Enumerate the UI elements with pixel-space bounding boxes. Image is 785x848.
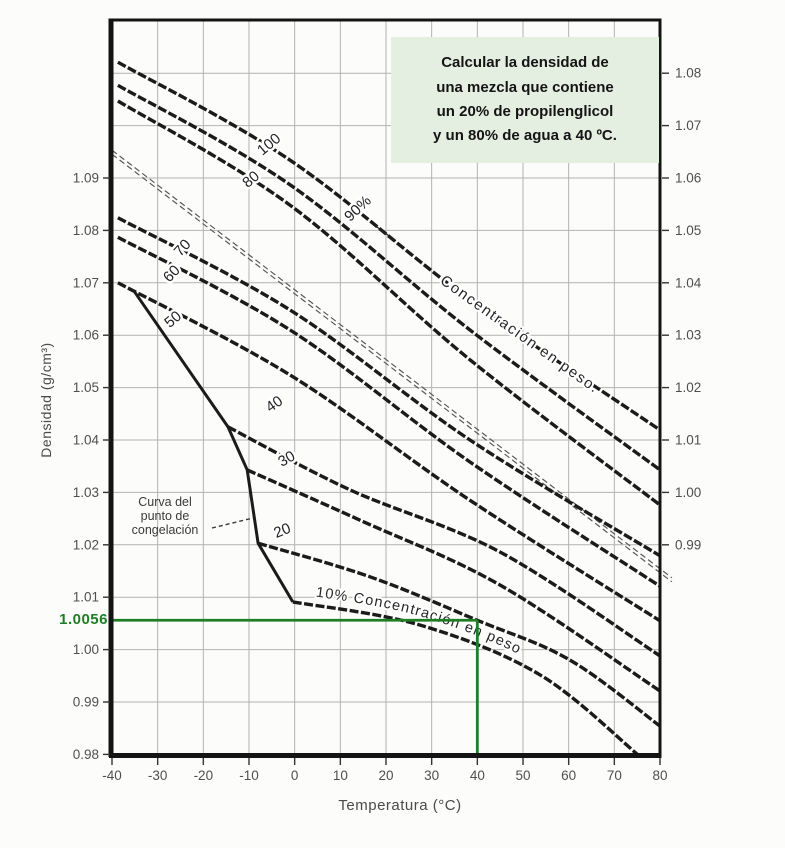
label-concentration-en-peso: Concentración en peso. (437, 272, 603, 397)
left-tick-label: 1.01 (73, 590, 99, 605)
concentration-curves (117, 60, 662, 757)
right-tick-label: 1.03 (675, 328, 701, 343)
left-tick-label: 0.99 (73, 695, 99, 710)
right-tick-label: 1.06 (675, 171, 701, 186)
solution-trace-lines (112, 618, 479, 753)
left-tick-label: 1.03 (73, 485, 99, 500)
left-tick-label: 0.98 (73, 747, 99, 762)
left-tick-label: 1.00 (73, 642, 99, 657)
freezing-caption-line: Curva del (138, 495, 192, 509)
curve-label-90: 90% (341, 192, 375, 225)
curve-label-40: 40 (263, 393, 286, 416)
problem-line-4: y un 80% de agua a 40 ºC. (433, 127, 617, 145)
bottom-tick-label: 50 (515, 768, 530, 783)
axis-ticks-and-labels: 1.09 1.08 1.07 1.06 1.05 1.04 1.03 1.02 1.01 1.00… (73, 66, 702, 783)
left-tick-label: 1.08 (73, 223, 99, 238)
bottom-tick-label: 10 (333, 768, 348, 783)
curve-70-percent (117, 216, 661, 558)
right-tick-label: 1.05 (675, 223, 701, 238)
bottom-tick-label: 40 (470, 768, 485, 783)
right-tick-label: 1.04 (675, 275, 702, 290)
left-tick-label: 1.05 (73, 380, 99, 395)
right-tick-label: 1.08 (675, 66, 701, 81)
curve-label-80: 80 (239, 168, 263, 192)
freezing-caption-line: congelación (132, 523, 199, 537)
curve-label-60: 60 (160, 262, 184, 286)
freezing-curve-group (133, 291, 295, 603)
freezing-point-curve (133, 291, 295, 603)
problem-line-1: Calcular la densidad de (441, 54, 609, 72)
y-axis-title: Densidad (g/cm³) (38, 342, 54, 458)
left-tick-label: 1.09 (73, 171, 99, 186)
x-axis-title: Temperatura (°C) (338, 797, 462, 814)
curve-30-percent (246, 468, 661, 693)
problem-line-3: un 20% de propilenglicol (436, 103, 614, 120)
curve-label-50: 50 (161, 308, 185, 332)
solution-density-label: 1.0056 (59, 611, 108, 628)
bottom-tick-label: 80 (652, 768, 667, 783)
left-tick-label: 1.02 (73, 537, 99, 552)
bottom-tick-label: -30 (148, 768, 168, 783)
curve-50-percent (117, 281, 661, 623)
bottom-tick-label: -40 (102, 768, 122, 783)
right-tick-label: 1.07 (675, 118, 701, 133)
right-tick-label: 0.99 (675, 537, 701, 552)
right-tick-label: 1.02 (675, 380, 701, 395)
bottom-tick-label: 30 (424, 768, 439, 783)
curve-80-percent (117, 99, 662, 507)
curve-label-20: 20 (271, 520, 293, 542)
bottom-tick-label: -20 (194, 768, 214, 783)
bottom-tick-label: 0 (291, 768, 299, 783)
left-tick-label: 1.07 (73, 275, 99, 290)
curve-40-percent (227, 425, 661, 658)
freezing-caption-line: punto de (141, 509, 190, 523)
right-tick-label: 1.01 (675, 433, 701, 448)
bottom-tick-label: 20 (378, 768, 393, 783)
right-tick-label: 1.00 (675, 485, 701, 500)
curve-10-percent (292, 600, 640, 757)
left-tick-label: 1.06 (73, 328, 99, 343)
reference-dashed-line (111, 149, 673, 583)
bottom-tick-label: 70 (607, 768, 622, 783)
bottom-tick-label: -10 (239, 768, 259, 783)
problem-statement-box: Calcular la densidad de una mezcla que c… (391, 37, 659, 163)
left-tick-label: 1.04 (73, 433, 100, 448)
curve-90-percent (117, 83, 662, 472)
bottom-tick-label: 60 (561, 768, 576, 783)
curve-20-percent (257, 541, 662, 728)
curve-60-percent (117, 235, 661, 588)
problem-line-2: una mezcla que contiene (436, 78, 614, 96)
